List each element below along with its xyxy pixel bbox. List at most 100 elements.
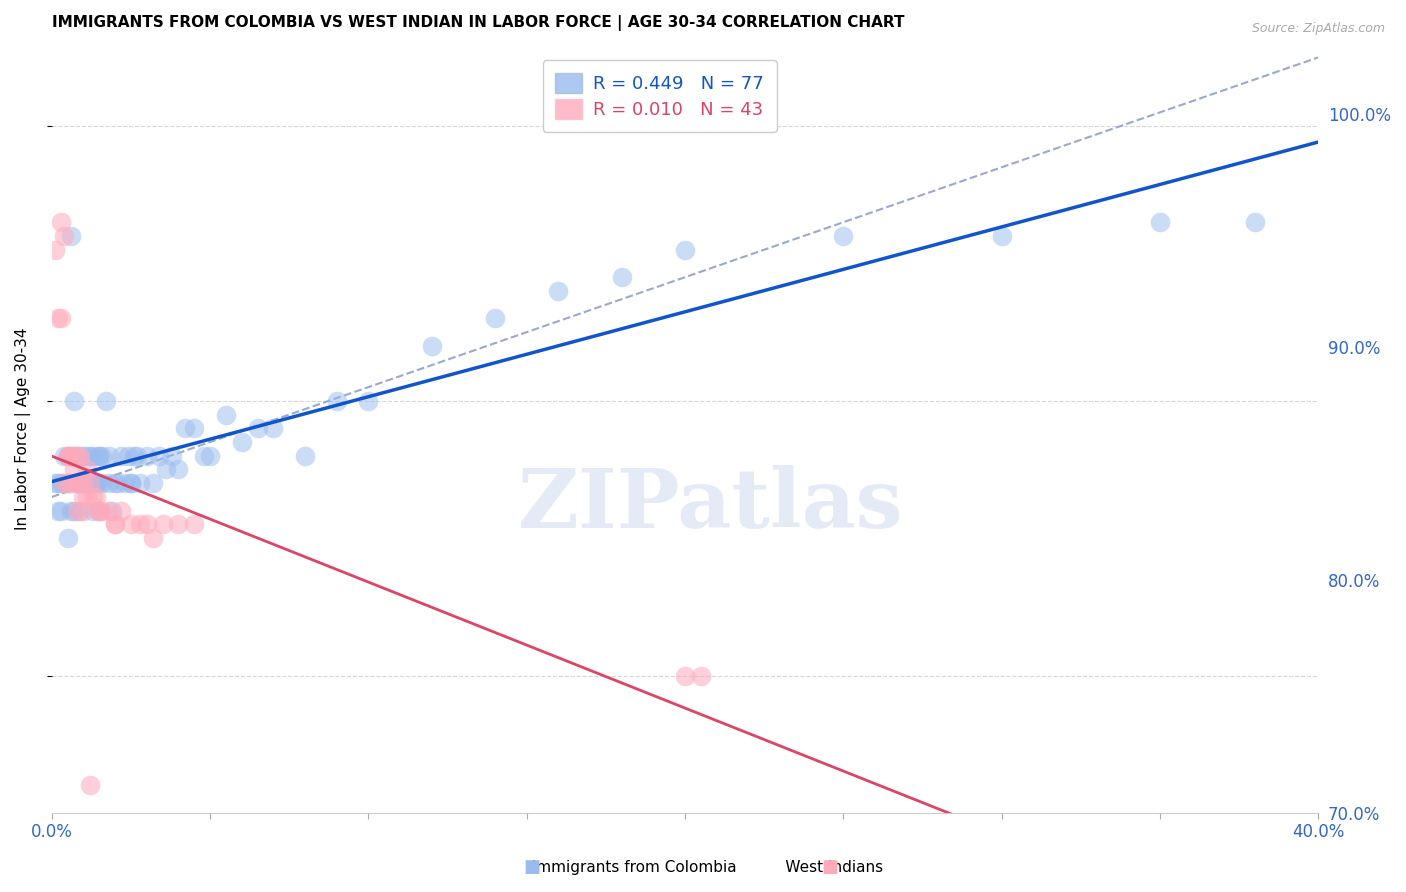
Point [484, 311, 506, 326]
Point [84, 476, 107, 491]
Point [104, 476, 127, 491]
Point [673, 668, 696, 682]
Point [46, 504, 69, 518]
Point [193, 449, 215, 463]
Point [56, 449, 79, 463]
Point [246, 421, 269, 435]
Point [59, 449, 82, 463]
Point [160, 449, 183, 463]
Point [183, 517, 205, 532]
Point [82, 504, 104, 518]
Point [53, 449, 76, 463]
Point [76, 490, 98, 504]
Point [97, 449, 120, 463]
Point [91, 504, 114, 518]
Point [990, 229, 1012, 244]
Point [79, 476, 101, 491]
Text: ZIPatlas: ZIPatlas [517, 466, 903, 545]
Point [120, 517, 142, 532]
Point [79, 779, 101, 793]
Point [72, 449, 94, 463]
Point [142, 531, 165, 545]
Point [63, 504, 86, 518]
Point [120, 476, 142, 491]
Point [82, 490, 104, 504]
Point [82, 449, 104, 463]
Point [44, 476, 66, 491]
Point [173, 421, 195, 435]
Point [53, 229, 76, 244]
Point [53, 476, 76, 491]
Point [79, 476, 101, 491]
Point [59, 449, 82, 463]
Point [63, 449, 86, 463]
Point [91, 476, 114, 491]
Point [63, 393, 86, 408]
Point [51, 215, 73, 229]
Point [89, 504, 111, 518]
Point [56, 476, 79, 491]
Point [51, 476, 73, 491]
Point [89, 504, 111, 518]
Point [66, 449, 89, 463]
Point [66, 449, 89, 463]
Point [94, 393, 117, 408]
Point [46, 311, 69, 326]
Point [89, 449, 111, 463]
Point [122, 449, 145, 463]
Point [107, 476, 129, 491]
Point [56, 476, 79, 491]
Point [84, 490, 107, 504]
Point [101, 504, 124, 518]
Point [72, 504, 94, 518]
Point [142, 476, 165, 491]
Point [69, 449, 91, 463]
Point [215, 408, 238, 422]
Point [129, 476, 152, 491]
Point [135, 517, 157, 532]
Point [59, 229, 82, 244]
Point [72, 476, 94, 491]
Point [66, 476, 89, 491]
Point [262, 421, 284, 435]
Point [420, 339, 443, 353]
Point [148, 449, 170, 463]
Point [76, 462, 98, 476]
Point [97, 476, 120, 491]
Point [56, 449, 79, 463]
Legend: R = 0.449   N = 77, R = 0.010   N = 43: R = 0.449 N = 77, R = 0.010 N = 43 [543, 61, 776, 132]
Point [673, 243, 696, 257]
Point [120, 476, 142, 491]
Point [56, 531, 79, 545]
Point [547, 284, 569, 298]
Point [326, 393, 349, 408]
Point [110, 504, 132, 518]
Y-axis label: In Labor Force | Age 30-34: In Labor Force | Age 30-34 [15, 327, 31, 530]
Point [129, 517, 152, 532]
Point [89, 476, 111, 491]
Point [1244, 215, 1267, 229]
Point [56, 449, 79, 463]
Text: Source: ZipAtlas.com: Source: ZipAtlas.com [1251, 22, 1385, 36]
Point [117, 449, 139, 463]
Point [66, 476, 89, 491]
Point [76, 449, 98, 463]
Point [1149, 215, 1171, 229]
Point [69, 476, 91, 491]
Point [110, 449, 132, 463]
Point [167, 462, 190, 476]
Point [127, 449, 149, 463]
Point [72, 476, 94, 491]
Point [689, 668, 711, 682]
Point [69, 476, 91, 491]
Point [832, 229, 855, 244]
Point [84, 476, 107, 491]
Point [152, 517, 174, 532]
Point [79, 449, 101, 463]
Point [91, 449, 114, 463]
Point [104, 517, 127, 532]
Point [51, 311, 73, 326]
Point [183, 421, 205, 435]
Point [198, 449, 221, 463]
Point [72, 476, 94, 491]
